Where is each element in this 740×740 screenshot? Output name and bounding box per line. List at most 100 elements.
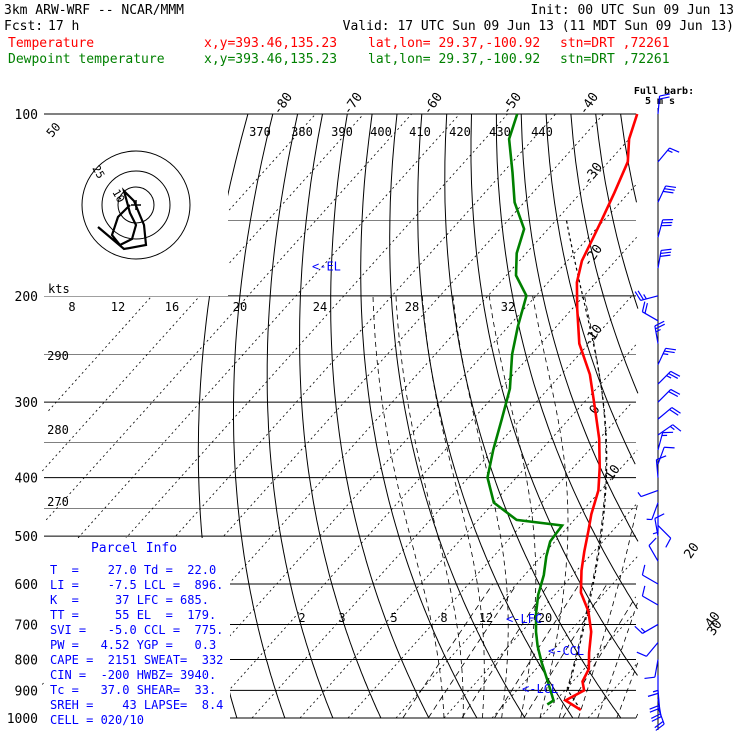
legend-dewpoint-latlon: lat,lon= 29.37,-100.92: [368, 52, 540, 67]
parcel-info-box: Parcel Info T = 27.0 Td = 22.0LI = -7.5 …: [44, 538, 230, 734]
mixing-label-top-8: 8: [68, 300, 75, 314]
theta-label-left-290: 290: [47, 349, 69, 363]
dry-adiabat-340: [520, 113, 639, 542]
legend-temperature-xy: x,y=393.46,135.23: [204, 36, 337, 51]
hodograph-label-10: 10: [109, 187, 127, 205]
parcel-info-background: [44, 538, 230, 734]
pressure-tick-500: 500: [15, 530, 38, 545]
wind-barb-400: [655, 455, 667, 478]
marker-ccl: <-CCL: [548, 644, 584, 658]
moist-adiabat-8: [421, 295, 485, 719]
isotherm--140: [48, 113, 316, 412]
legend-temperature: Temperature x,y=393.46,135.23 lat,lon= 2…: [8, 36, 670, 51]
theta-label-380: 380: [291, 125, 313, 139]
dry-adiabat-240: [233, 113, 286, 719]
theta-label-left-280: 280: [47, 423, 69, 437]
wind-barb-140: [657, 185, 677, 203]
pressure-tick-700: 700: [15, 618, 38, 633]
dry-adiabat-320: [470, 113, 638, 676]
parcel-info-title: Parcel Info: [91, 541, 177, 556]
mixing-ratio-5: [461, 583, 549, 719]
dry-adiabats: [197, 113, 639, 719]
theta-label-400: 400: [370, 125, 392, 139]
barb-title: Full barb:: [634, 86, 694, 97]
mixing-label-top-28: 28: [405, 300, 419, 314]
temp-tick-right-10: 10: [602, 462, 623, 483]
marker-lfc: <-LFC: [506, 612, 542, 626]
mixing-label-bottom-2: 2: [298, 611, 305, 625]
model-title: 3km ARW-WRF -- NCAR/MMM: [4, 3, 184, 18]
theta-label-left-270: 270: [47, 495, 69, 509]
mixing-label-bottom-5: 5: [390, 611, 397, 625]
theta-label-420: 420: [449, 125, 471, 139]
hodograph-label-25: 25: [89, 163, 107, 181]
mixing-ratio-20: [562, 596, 637, 719]
dry-adiabat-330: [495, 113, 638, 610]
pressure-tick-200: 200: [15, 290, 38, 305]
isotherm--120: [45, 113, 412, 521]
mixing-label-top-16: 16: [165, 300, 179, 314]
moist-adiabat-12: [452, 295, 509, 719]
temperature-line: [562, 113, 639, 712]
wind-barb-700: [634, 623, 659, 634]
wind-barb-650: [641, 585, 659, 606]
wind-barb-320: [657, 407, 681, 420]
temp-tick-right-20: 20: [681, 540, 702, 561]
hodograph-ring-mid: [101, 170, 171, 240]
wind-barb-960: [654, 707, 665, 731]
mixing-ratio-lines: [402, 583, 637, 719]
parcel-info-row: T = 27.0 Td = 22.0: [50, 563, 216, 577]
isotherm--20: [347, 401, 633, 719]
pressure-tick-800: 800: [15, 653, 38, 668]
mixing-label-top-24: 24: [313, 300, 327, 314]
moist-adiabat-36: [616, 662, 639, 719]
wind-barb-440: [646, 502, 659, 521]
wind-barb-420: [637, 489, 659, 498]
dry-adiabat-360: [570, 113, 639, 394]
pressure-tick-1000: 1000: [7, 712, 38, 727]
pressure-tick-100: 100: [15, 108, 38, 123]
hodograph-trace: [97, 187, 148, 251]
mixing-ratio-3: [427, 583, 518, 719]
legend-dewpoint: Dewpoint temperature x,y=393.46,135.23 l…: [8, 52, 670, 67]
isotherm--30: [299, 343, 638, 719]
dry-adiabat-300: [417, 113, 574, 719]
legend-temperature-latlon: lat,lon= 29.37,-100.92: [368, 36, 540, 51]
parcel-info-row: PW = 4.52 YGP = 0.3: [50, 638, 216, 652]
theta-label-370: 370: [249, 125, 271, 139]
wind-barb-220: [641, 301, 659, 322]
dry-adiabat-250: [266, 113, 334, 719]
wind-barb-360: [657, 431, 674, 451]
forecast-label: Fcst:: [4, 19, 43, 34]
theta-label-410: 410: [409, 125, 431, 139]
parcel-path: [565, 220, 608, 711]
theta-label-390: 390: [331, 125, 353, 139]
parcel-info-row: TT = 55 EL = 179.: [50, 608, 216, 622]
marker-lcl: <-LCL: [522, 682, 558, 696]
pressure-tick-900: 900: [15, 684, 38, 699]
wind-barb-column: Full barb: 5 m s: [634, 86, 694, 731]
theta-label-430: 430: [489, 125, 511, 139]
wind-barb-600: [641, 564, 659, 585]
temp-tick-right-40: 40: [702, 609, 723, 630]
parcel-info-row: LI = -7.5 LCL = 896.: [50, 578, 223, 592]
hodograph-label-kts: kts: [48, 282, 70, 296]
dry-adiabat-350: [545, 113, 636, 465]
dry-adiabat-280: [360, 113, 478, 719]
legend-temperature-stn: stn=DRT ,72261: [560, 36, 670, 51]
parcel-info-row: SVI = -5.0 CCL = 775.: [50, 623, 223, 637]
mixing-ratio-2: [402, 583, 494, 719]
wind-barb-100: [657, 93, 670, 115]
mixing-label-top-12: 12: [111, 300, 125, 314]
wind-barb-800: [644, 659, 659, 680]
wind-barb-750: [636, 642, 659, 657]
level-markers: <-EL <-LFC <-CCL <-LCL: [312, 260, 584, 696]
legend-dewpoint-stn: stn=DRT ,72261: [560, 52, 670, 67]
legend-dewpoint-label: Dewpoint temperature: [8, 52, 165, 67]
mixing-label-bottom-12: 12: [479, 611, 493, 625]
wind-barb-120: [657, 147, 680, 163]
parcel-info-row: SREH = 43 LAPSE= 8.4: [50, 698, 223, 712]
parcel-info-row: K = 37 LFC = 685.: [50, 593, 209, 607]
wind-barb-280: [657, 370, 681, 385]
